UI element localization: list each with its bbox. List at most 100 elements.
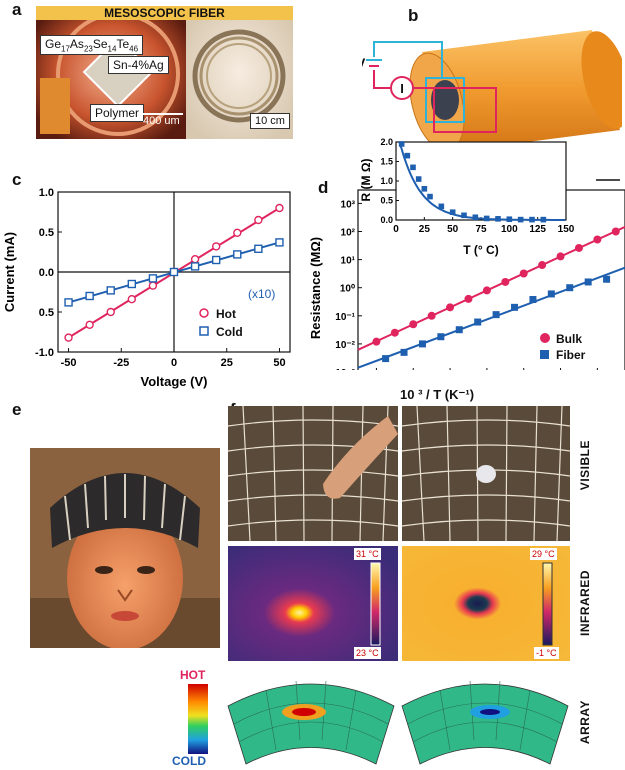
chart-d-ytick-label: 10³ bbox=[341, 199, 356, 210]
chart-d-point-bulk bbox=[611, 227, 620, 236]
chart-d-ytick-label: 10⁻³ bbox=[335, 368, 355, 370]
fiber-end-cap bbox=[581, 31, 622, 129]
chart-c-xtick-label: -50 bbox=[61, 357, 77, 369]
array-scale-hot-label: HOT bbox=[180, 668, 206, 682]
inset-ytick-label: 2.0 bbox=[380, 138, 393, 147]
chart-d-ytick-label: 10⁻² bbox=[335, 340, 355, 351]
chart-d-point-bulk bbox=[464, 294, 473, 303]
visible-photo-finger bbox=[228, 406, 398, 541]
inset-fit-curve bbox=[398, 141, 565, 221]
chart-d-ytick-label: 10¹ bbox=[341, 256, 356, 267]
chart-d-point-fiber bbox=[603, 275, 611, 283]
fiber-electrode-red bbox=[433, 87, 497, 133]
chart-d-point-fiber bbox=[492, 311, 500, 319]
chart-c-point-cold bbox=[190, 262, 200, 271]
voltage-letter: V bbox=[362, 55, 366, 71]
array-color-scale bbox=[188, 684, 208, 754]
row-label-visible: VISIBLE bbox=[578, 440, 592, 491]
panel-e-letter: e bbox=[12, 400, 22, 419]
chart-d-point-bulk bbox=[409, 320, 418, 329]
chart-d-point-fiber bbox=[437, 333, 445, 341]
glass-ge: Ge bbox=[45, 37, 62, 51]
inset-point bbox=[506, 216, 513, 223]
inset-point bbox=[421, 186, 428, 192]
inset-ytick-label: 1.0 bbox=[380, 176, 393, 186]
inset-point bbox=[529, 216, 535, 223]
chart-c-point-cold bbox=[106, 286, 115, 295]
chart-d-point-bulk bbox=[372, 337, 381, 346]
infrared-image-hot bbox=[228, 546, 398, 661]
chart-d-point-fiber bbox=[566, 284, 574, 292]
inset-xtick-label: 0 bbox=[393, 224, 399, 235]
inset-ytick-label: 1.5 bbox=[380, 157, 393, 167]
chart-c-point-cold bbox=[254, 244, 263, 254]
inset-point bbox=[427, 193, 433, 200]
legend-cold-marker bbox=[199, 326, 209, 336]
legend-fiber-label: Fiber bbox=[556, 348, 586, 362]
glass-se: Se bbox=[92, 37, 108, 51]
chart-c-ylabel: Current (mA) bbox=[2, 232, 17, 312]
inset-point bbox=[517, 216, 524, 223]
chart-c-ytick-label: 0.0 bbox=[39, 267, 54, 279]
legend-bulk-label: Bulk bbox=[556, 332, 582, 346]
ammeter-icon bbox=[390, 76, 414, 100]
chart-d-legend: Bulk Fiber bbox=[540, 332, 586, 362]
chart-c-point-cold bbox=[275, 238, 284, 247]
array-heatmap-hot bbox=[227, 680, 395, 765]
row-label-array: ARRAY bbox=[578, 700, 592, 745]
chart-c-point-cold bbox=[64, 298, 73, 307]
chart-d-point-bulk bbox=[538, 261, 547, 270]
chart-c: Current (mA) Voltage (V) (x10) -50 -25 0 25… bbox=[2, 187, 291, 389]
visible-photo-ice bbox=[402, 406, 570, 541]
chart-d-point-bulk bbox=[501, 277, 510, 286]
chart-c-point-hot bbox=[211, 242, 221, 251]
chart-c-xtick-label: 50 bbox=[273, 357, 285, 369]
legend-bulk-marker bbox=[540, 333, 550, 343]
chart-c-point-hot bbox=[275, 203, 284, 213]
chart-d-ytick-label: 10⁰ bbox=[340, 284, 355, 295]
inset-point bbox=[495, 216, 501, 222]
chart-d-point-fiber bbox=[474, 318, 482, 326]
chart-c-point-hot bbox=[233, 228, 242, 237]
inset-point bbox=[449, 209, 456, 215]
chart-d-point-fiber bbox=[382, 355, 390, 363]
chart-c-xlabel: Voltage (V) bbox=[141, 374, 208, 389]
chart-d-point-bulk bbox=[446, 303, 455, 312]
chart-d-ticks: 2.42.62.83.03.23.43.610³10²10¹10⁰10⁻¹10⁻… bbox=[335, 199, 598, 370]
chart-c-ytick-label: 0.5 bbox=[39, 227, 54, 239]
chart-d-ytick-label: 10⁻¹ bbox=[335, 312, 355, 323]
inset-point bbox=[398, 141, 405, 147]
chart-d-point-fiber bbox=[400, 348, 408, 356]
ir-right-max: 29 °C bbox=[530, 548, 557, 560]
inset-point bbox=[404, 152, 411, 159]
panel-a-metal-label: Sn-4%Ag bbox=[108, 56, 169, 74]
chart-c-annotation: (x10) bbox=[248, 287, 275, 301]
glass-te: Te bbox=[116, 37, 130, 51]
chart-d-point-fiber bbox=[529, 296, 537, 304]
inset-point bbox=[483, 215, 490, 222]
inset-ytick-label: 0.0 bbox=[380, 215, 393, 225]
glass-te-sub: 46 bbox=[129, 44, 139, 54]
ir-right-colorbar bbox=[542, 562, 553, 646]
inset-xtick-label: 25 bbox=[419, 224, 431, 235]
inset-point bbox=[410, 164, 416, 171]
chart-d-point-fiber bbox=[418, 340, 426, 348]
chart-c-ytick-label: -1.0 bbox=[35, 347, 54, 359]
chart-d-point-bulk bbox=[390, 328, 399, 337]
wire-red bbox=[373, 70, 434, 89]
chart-c-point-cold bbox=[148, 274, 158, 283]
finger bbox=[323, 416, 398, 499]
legend-cold-label: Cold bbox=[216, 325, 243, 339]
inset-xtick-label: 75 bbox=[475, 224, 487, 235]
chart-c-xtick-label: 0 bbox=[171, 357, 177, 369]
chart-d-point-fiber bbox=[584, 278, 592, 286]
chart-c-point-cold bbox=[169, 267, 179, 277]
panel-a-glass-label: Ge17As23Se14Te46 bbox=[40, 35, 144, 56]
inset-xtick-label: 100 bbox=[501, 224, 518, 235]
chart-d-point-bulk bbox=[427, 311, 436, 320]
legend-fiber-marker bbox=[540, 350, 549, 359]
inset-xlabel: T (° C) bbox=[463, 243, 498, 257]
ir-left-colorbar bbox=[370, 562, 381, 646]
fiber-core bbox=[431, 80, 459, 120]
panel-c-letter: c bbox=[12, 170, 22, 189]
